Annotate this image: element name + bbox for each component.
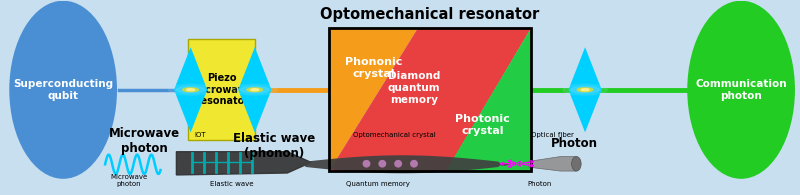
Circle shape [251,89,258,91]
Text: Piezo
Microwave
Resonator: Piezo Microwave Resonator [192,73,251,106]
Text: Quantum memory: Quantum memory [346,181,410,187]
Text: Optomechanical resonator: Optomechanical resonator [320,6,539,21]
Polygon shape [174,47,207,132]
Text: Photon: Photon [527,181,551,187]
Circle shape [581,89,589,91]
Polygon shape [238,47,271,132]
Text: Elastic wave: Elastic wave [210,181,254,187]
Circle shape [233,84,277,95]
Ellipse shape [362,160,370,168]
Ellipse shape [394,160,402,168]
Ellipse shape [10,1,117,179]
Text: Photonic
crystal: Photonic crystal [455,114,510,136]
Circle shape [241,86,269,93]
Text: Microwave
photon: Microwave photon [110,174,147,187]
Text: Elastic wave
(phonon): Elastic wave (phonon) [233,132,315,160]
Ellipse shape [410,160,418,168]
Circle shape [186,89,194,91]
Circle shape [571,86,599,93]
Text: Photon: Photon [551,137,598,151]
Polygon shape [330,28,531,171]
Circle shape [247,88,262,92]
Text: Phononic
crystal: Phononic crystal [345,57,402,79]
Text: Optical fiber: Optical fiber [531,132,574,138]
Polygon shape [446,28,531,171]
Text: Optomechanical crystal: Optomechanical crystal [353,132,435,138]
Text: Superconducting
qubit: Superconducting qubit [13,79,114,101]
Polygon shape [295,155,509,173]
Circle shape [563,84,607,95]
Bar [330,28,531,171]
FancyBboxPatch shape [188,39,255,140]
Text: Microwave
photon: Microwave photon [109,127,180,155]
Polygon shape [330,28,418,171]
Polygon shape [529,157,576,171]
Circle shape [182,88,198,92]
Circle shape [169,84,213,95]
Text: Diamond
quantum
memory: Diamond quantum memory [388,71,440,105]
Ellipse shape [687,1,795,179]
Ellipse shape [378,160,386,168]
Polygon shape [569,47,602,132]
Polygon shape [177,152,311,175]
Ellipse shape [572,157,581,171]
Circle shape [577,88,593,92]
Text: Communication
photon: Communication photon [695,79,787,101]
Text: IOT: IOT [194,132,206,138]
Circle shape [177,86,205,93]
